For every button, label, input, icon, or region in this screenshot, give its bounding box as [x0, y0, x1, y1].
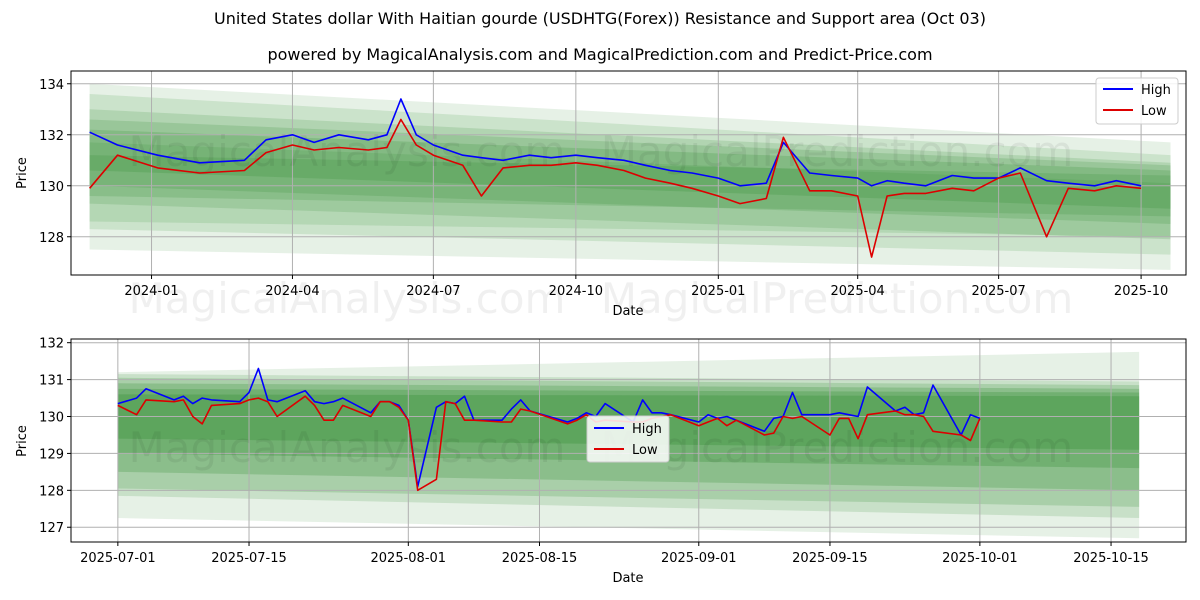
x-tick-label: 2025-08-15: [502, 551, 578, 566]
bottom-watermark-b: MagicalPrediction.com: [601, 423, 1074, 472]
series-line-low: [117, 395, 981, 492]
band-wedge: [89, 119, 1171, 224]
band-wedge: [89, 93, 1171, 255]
middle-watermark-b: MagicalPrediction.com: [601, 274, 1074, 323]
x-tick-label: 2024-01: [124, 284, 178, 299]
x-tick-label: 2025-10-15: [1073, 551, 1149, 566]
y-tick-label: 132: [39, 337, 64, 352]
legend-low-label: Low: [1141, 104, 1167, 119]
x-tick-label: 2025-04: [831, 284, 885, 299]
top-support-resistance-bands: [89, 83, 1171, 270]
band-wedge: [89, 142, 1171, 237]
series-line-high: [117, 367, 981, 488]
legend-low-label: Low: [632, 443, 658, 458]
top-x-axis-label: Date: [612, 304, 643, 319]
y-tick-label: 128: [39, 484, 64, 499]
top-watermark-b: MagicalPrediction.com: [601, 127, 1074, 176]
x-tick-label: 2025-09-01: [661, 551, 737, 566]
bottom-x-ticks: 2025-07-01 2025-07-15 2025-08-01 2025-08-15…: [80, 542, 1149, 566]
bottom-watermark-a: MagicalAnalysis.com: [129, 423, 566, 472]
middle-watermark-a: MagicalAnalysis.com: [129, 274, 566, 323]
band-wedge: [89, 109, 1171, 240]
x-tick-label: 2025-08-01: [371, 551, 447, 566]
series-line-high: [89, 98, 1142, 187]
top-price-lines: [88, 98, 1142, 258]
chart-title: United States dollar With Haitian gourde…: [214, 9, 986, 28]
top-gridlines: [71, 71, 1186, 275]
series-line-low: [88, 118, 1142, 258]
legend-high-label: High: [632, 422, 662, 437]
x-tick-label: 2025-10-01: [942, 551, 1018, 566]
bottom-price-lines: [117, 367, 981, 492]
y-tick-label: 127: [39, 521, 64, 536]
top-y-ticks: 128 130 132 134: [39, 78, 71, 246]
top-legend: High Low: [1095, 77, 1179, 125]
y-tick-label: 131: [39, 374, 64, 389]
bottom-y-ticks: 127 128 129 130 131 132: [39, 337, 71, 536]
x-tick-label: 2025-01: [691, 284, 745, 299]
x-tick-label: 2024-07: [406, 284, 460, 299]
x-tick-label: 2025-10: [1114, 284, 1168, 299]
top-x-ticks: 2024-01 2024-04 2024-07 2024-10 2025-01 2025-…: [124, 275, 1168, 299]
top-axes-frame: [70, 70, 1187, 276]
top-watermark-a: MagicalAnalysis.com: [129, 127, 566, 176]
top-chart-panel: MagicalAnalysis.com MagicalPrediction.co…: [15, 70, 1187, 319]
y-tick-label: 134: [39, 78, 64, 93]
x-tick-label: 2024-04: [265, 284, 319, 299]
legend-high-label: High: [1141, 83, 1171, 98]
x-tick-label: 2025-07-01: [80, 551, 156, 566]
top-y-axis-label: Price: [15, 157, 30, 189]
x-tick-label: 2025-09-15: [792, 551, 868, 566]
y-tick-label: 130: [39, 180, 64, 195]
x-tick-label: 2025-07: [971, 284, 1025, 299]
y-tick-label: 129: [39, 447, 64, 462]
band-wedge: [89, 83, 1171, 270]
bottom-x-axis-label: Date: [612, 571, 643, 586]
x-tick-label: 2024-10: [549, 284, 603, 299]
bottom-chart-panel: MagicalAnalysis.com MagicalPrediction.co…: [15, 337, 1187, 586]
bottom-axes-frame: [70, 338, 1187, 543]
y-tick-label: 130: [39, 411, 64, 426]
x-tick-label: 2025-07-15: [211, 551, 287, 566]
bottom-legend: High Low: [586, 415, 670, 463]
chart-subtitle: powered by MagicalAnalysis.com and Magic…: [267, 45, 933, 64]
y-tick-label: 132: [39, 129, 64, 144]
bottom-y-axis-label: Price: [15, 425, 30, 457]
y-tick-label: 128: [39, 231, 64, 246]
